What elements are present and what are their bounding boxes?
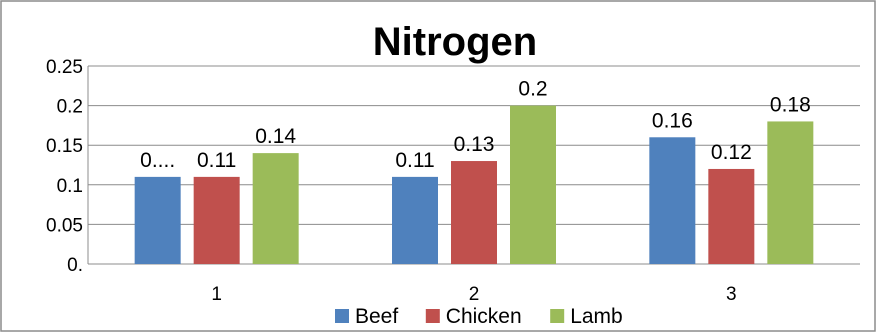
bar-lamb-3 <box>767 121 814 264</box>
legend-label-lamb: Lamb <box>570 305 623 328</box>
legend-swatch-beef <box>335 309 349 323</box>
bar-beef-3 <box>649 137 696 264</box>
y-tick-label: 0.05 <box>46 215 83 236</box>
y-tick-label: 0.2 <box>57 97 83 118</box>
data-label: 0.2 <box>518 78 547 101</box>
x-category-label: 1 <box>211 284 222 305</box>
data-label: 0.18 <box>770 93 811 116</box>
data-label: 0.... <box>140 149 175 172</box>
y-tick-label: 0.25 <box>46 57 83 78</box>
data-label: 0.11 <box>395 149 434 172</box>
legend-label-chicken: Chicken <box>446 305 522 328</box>
data-label: 0.13 <box>454 133 495 156</box>
y-tick-label: 0. <box>67 255 83 276</box>
bar-chicken-3 <box>708 168 755 264</box>
legend-swatch-lamb <box>550 309 565 323</box>
data-label: 0.11 <box>197 149 236 172</box>
legend-label-beef: Beef <box>355 305 398 328</box>
data-label: 0.16 <box>652 109 693 132</box>
bar-lamb-2 <box>510 105 556 264</box>
plot-area: 0. 0.05 0.1 0.15 0.2 0.25 0.... 0.11 0.14 1 0.11 0.… <box>46 57 860 328</box>
bar-beef-1 <box>134 176 181 264</box>
bar-lamb-1 <box>252 153 299 264</box>
legend-swatch-chicken <box>425 309 440 323</box>
data-label: 0.12 <box>711 141 752 164</box>
x-category-label: 2 <box>469 284 480 305</box>
bar-beef-2 <box>392 176 438 264</box>
data-label: 0.14 <box>255 125 296 148</box>
bar-chicken-1 <box>193 176 240 264</box>
x-category-label: 3 <box>726 284 737 305</box>
bar-chicken-2 <box>451 161 497 264</box>
chart-title: Nitrogen <box>373 20 537 64</box>
y-tick-label: 0.15 <box>46 136 83 157</box>
y-tick-label: 0.1 <box>57 176 83 197</box>
